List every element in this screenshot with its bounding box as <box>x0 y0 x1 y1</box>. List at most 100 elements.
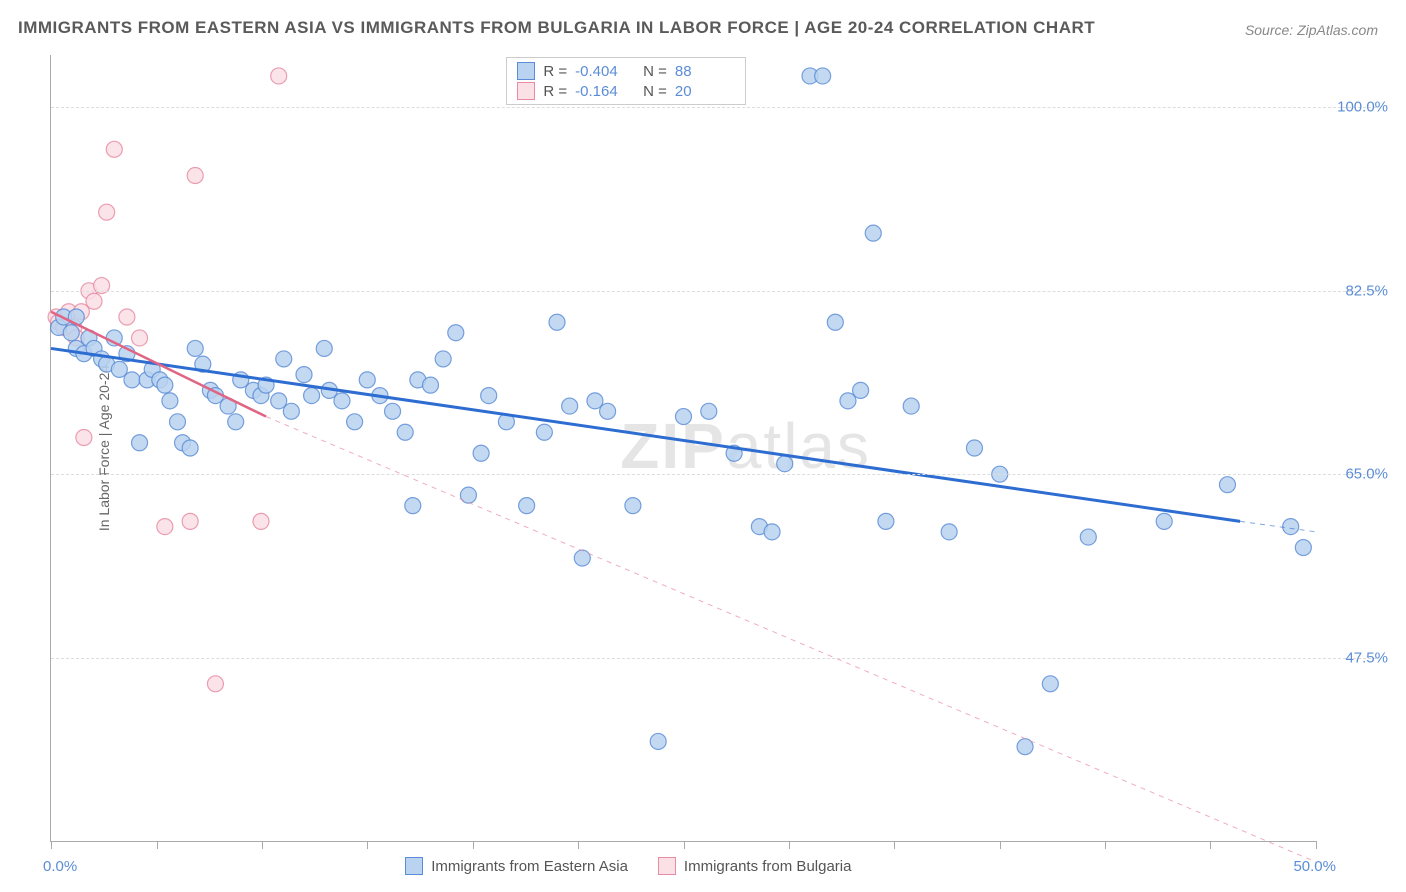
x-axis-min-label: 0.0% <box>43 858 77 875</box>
data-point-blue <box>276 351 292 367</box>
data-point-blue <box>1283 519 1299 535</box>
data-point-blue <box>63 325 79 341</box>
data-point-blue <box>966 440 982 456</box>
legend-item-bulgaria: Immigrants from Bulgaria <box>658 857 852 875</box>
data-point-blue <box>228 414 244 430</box>
source-attribution: Source: ZipAtlas.com <box>1245 22 1378 38</box>
data-point-blue <box>574 550 590 566</box>
data-point-blue <box>815 68 831 84</box>
chart-title: IMMIGRANTS FROM EASTERN ASIA VS IMMIGRAN… <box>18 18 1095 38</box>
data-point-blue <box>1295 540 1311 556</box>
data-point-blue <box>157 377 173 393</box>
data-point-blue <box>182 440 198 456</box>
gridline-h <box>51 474 1376 475</box>
data-point-blue <box>423 377 439 393</box>
data-point-blue <box>903 398 919 414</box>
data-point-blue <box>397 424 413 440</box>
gridline-h <box>51 291 1376 292</box>
data-point-blue <box>549 314 565 330</box>
data-point-blue <box>701 403 717 419</box>
correlation-row-pink: R = -0.164 N = 20 <box>517 82 735 100</box>
data-point-blue <box>519 498 535 514</box>
data-point-blue <box>334 393 350 409</box>
data-point-pink <box>119 309 135 325</box>
x-tick <box>157 841 158 849</box>
x-tick <box>1000 841 1001 849</box>
x-tick <box>789 841 790 849</box>
y-tick-label: 47.5% <box>1345 649 1388 666</box>
data-point-blue <box>1219 477 1235 493</box>
data-point-blue <box>764 524 780 540</box>
x-tick <box>51 841 52 849</box>
data-point-blue <box>162 393 178 409</box>
data-point-pink <box>76 430 92 446</box>
data-point-blue <box>865 225 881 241</box>
x-tick <box>473 841 474 849</box>
data-point-pink <box>132 330 148 346</box>
data-point-pink <box>106 141 122 157</box>
legend-swatch-pink <box>517 82 535 100</box>
x-tick <box>684 841 685 849</box>
data-point-blue <box>448 325 464 341</box>
data-point-blue <box>283 403 299 419</box>
data-point-blue <box>1156 513 1172 529</box>
x-tick <box>578 841 579 849</box>
data-point-pink <box>271 68 287 84</box>
data-point-blue <box>562 398 578 414</box>
y-tick-label: 82.5% <box>1345 282 1388 299</box>
data-point-blue <box>187 340 203 356</box>
data-point-blue <box>650 733 666 749</box>
trend-line-pink <box>51 312 266 417</box>
data-point-blue <box>473 445 489 461</box>
data-point-blue <box>536 424 552 440</box>
x-axis-max-label: 50.0% <box>1293 858 1336 875</box>
x-tick <box>894 841 895 849</box>
x-tick <box>1210 841 1211 849</box>
data-point-pink <box>86 293 102 309</box>
data-point-blue <box>600 403 616 419</box>
data-point-blue <box>1080 529 1096 545</box>
x-tick <box>262 841 263 849</box>
data-point-blue <box>359 372 375 388</box>
data-point-pink <box>99 204 115 220</box>
data-point-pink <box>253 513 269 529</box>
data-point-pink <box>157 519 173 535</box>
gridline-h <box>51 658 1376 659</box>
trend-line-blue <box>51 348 1240 521</box>
data-point-blue <box>878 513 894 529</box>
data-point-blue <box>481 388 497 404</box>
data-point-blue <box>132 435 148 451</box>
data-point-blue <box>625 498 641 514</box>
plot-svg <box>51 55 1316 841</box>
y-tick-label: 65.0% <box>1345 466 1388 483</box>
data-point-blue <box>296 367 312 383</box>
legend-item-eastern-asia: Immigrants from Eastern Asia <box>405 857 628 875</box>
trend-line-blue-ext <box>1240 521 1316 531</box>
data-point-blue <box>777 456 793 472</box>
chart-container: IMMIGRANTS FROM EASTERN ASIA VS IMMIGRAN… <box>0 0 1406 892</box>
data-point-blue <box>460 487 476 503</box>
correlation-row-blue: R = -0.404 N = 88 <box>517 62 735 80</box>
data-point-blue <box>435 351 451 367</box>
data-point-pink <box>187 168 203 184</box>
legend-swatch-blue <box>405 857 423 875</box>
data-point-blue <box>941 524 957 540</box>
data-point-blue <box>304 388 320 404</box>
trend-line-pink-ext <box>266 417 1316 862</box>
legend-swatch-blue <box>517 62 535 80</box>
data-point-blue <box>1042 676 1058 692</box>
gridline-h <box>51 107 1376 108</box>
correlation-legend: R = -0.404 N = 88 R = -0.164 N = 20 <box>506 57 746 105</box>
data-point-pink <box>207 676 223 692</box>
data-point-blue <box>124 372 140 388</box>
plot-area: In Labor Force | Age 20-24 ZIPatlas R = … <box>50 55 1316 842</box>
data-point-blue <box>316 340 332 356</box>
data-point-blue <box>170 414 186 430</box>
series-legend: Immigrants from Eastern Asia Immigrants … <box>405 857 851 875</box>
y-tick-label: 100.0% <box>1337 99 1388 116</box>
x-tick <box>1105 841 1106 849</box>
data-point-blue <box>827 314 843 330</box>
data-point-blue <box>676 409 692 425</box>
x-tick <box>1316 841 1317 849</box>
x-tick <box>367 841 368 849</box>
